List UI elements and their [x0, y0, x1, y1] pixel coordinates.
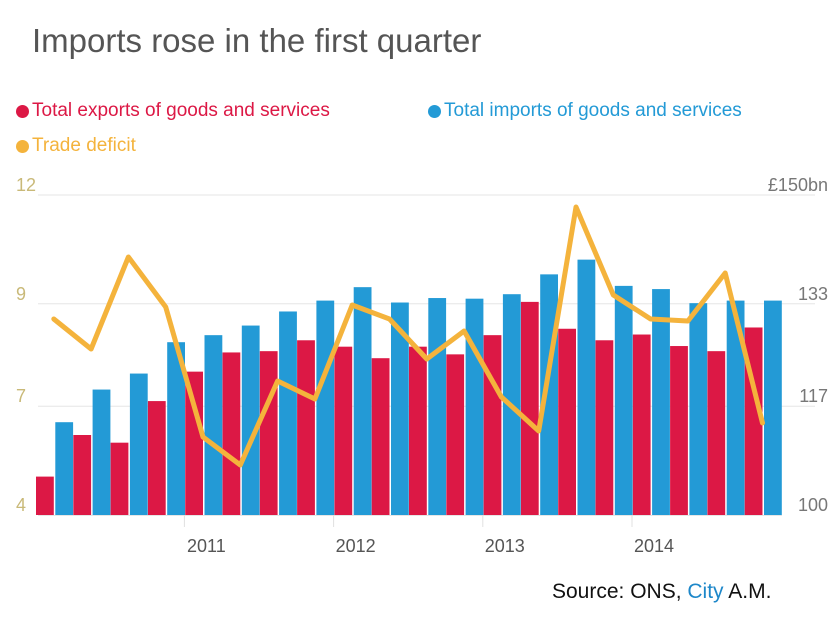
legend-item-deficit: Trade deficit	[16, 135, 136, 157]
right-tick-label: £150bn	[768, 175, 828, 195]
export-bar	[334, 346, 353, 515]
legend-dot-exports	[16, 104, 29, 118]
import-bar	[129, 373, 148, 515]
import-bar	[316, 300, 335, 515]
export-bar	[110, 442, 129, 515]
right-tick-label: 117	[799, 386, 828, 406]
x-tick-label: 2014	[634, 536, 674, 556]
import-bar	[614, 285, 633, 515]
export-bar	[558, 328, 576, 515]
legend-label-deficit: Trade deficit	[32, 135, 136, 156]
left-tick-label: 12	[16, 175, 36, 195]
export-bar	[520, 301, 539, 515]
source-prefix: Source: ONS,	[552, 580, 688, 603]
import-bar	[428, 298, 447, 515]
left-tick-label: 9	[16, 284, 26, 304]
legend-item-imports: Total imports of goods and services	[428, 100, 742, 122]
export-bar	[632, 334, 651, 515]
trade-deficit-line	[51, 204, 765, 468]
right-tick-label: 133	[798, 284, 828, 304]
export-bar	[707, 351, 726, 515]
import-bar	[391, 302, 409, 515]
export-bar	[409, 346, 427, 515]
left-tick-label: 7	[16, 386, 26, 406]
x-tick-label: 2012	[336, 536, 376, 556]
legend-label-exports: Total exports of goods and services	[32, 100, 330, 121]
legend-dot-imports	[428, 104, 441, 118]
import-bar	[279, 311, 297, 515]
left-tick-label: 4	[16, 495, 26, 515]
legend-dot-deficit	[16, 139, 29, 153]
export-bar	[595, 340, 614, 515]
export-bar	[147, 401, 166, 515]
import-bar	[689, 303, 708, 515]
export-bar	[670, 346, 688, 515]
import-bar	[726, 300, 745, 515]
export-bar	[297, 340, 315, 515]
x-tick-label: 2013	[485, 536, 525, 556]
export-bar	[371, 358, 390, 515]
right-tick-label: 100	[798, 495, 828, 515]
export-bar	[483, 335, 502, 515]
import-bar	[353, 287, 372, 515]
import-bar	[764, 300, 782, 515]
x-tick-label: 2011	[187, 536, 226, 556]
source-note: Source: ONS, City A.M.	[552, 580, 771, 604]
export-bar	[36, 476, 54, 515]
import-bar	[241, 325, 260, 515]
import-bar	[652, 289, 670, 515]
legend-item-exports: Total exports of goods and services	[16, 100, 330, 122]
import-bar	[204, 335, 223, 515]
export-bar	[185, 371, 203, 515]
source-brand: City	[687, 580, 724, 603]
import-bar	[92, 389, 111, 515]
chart-title: Imports rose in the first quarter	[32, 22, 482, 59]
export-bar	[222, 352, 241, 515]
import-bar	[55, 422, 74, 515]
import-bar	[167, 342, 185, 515]
export-bar	[73, 435, 92, 515]
import-bar	[577, 259, 596, 515]
import-bar	[465, 298, 484, 515]
legend-label-imports: Total imports of goods and services	[444, 100, 742, 121]
export-bar	[446, 354, 465, 515]
export-bar	[259, 351, 278, 515]
source-suffix: A.M.	[723, 580, 772, 603]
